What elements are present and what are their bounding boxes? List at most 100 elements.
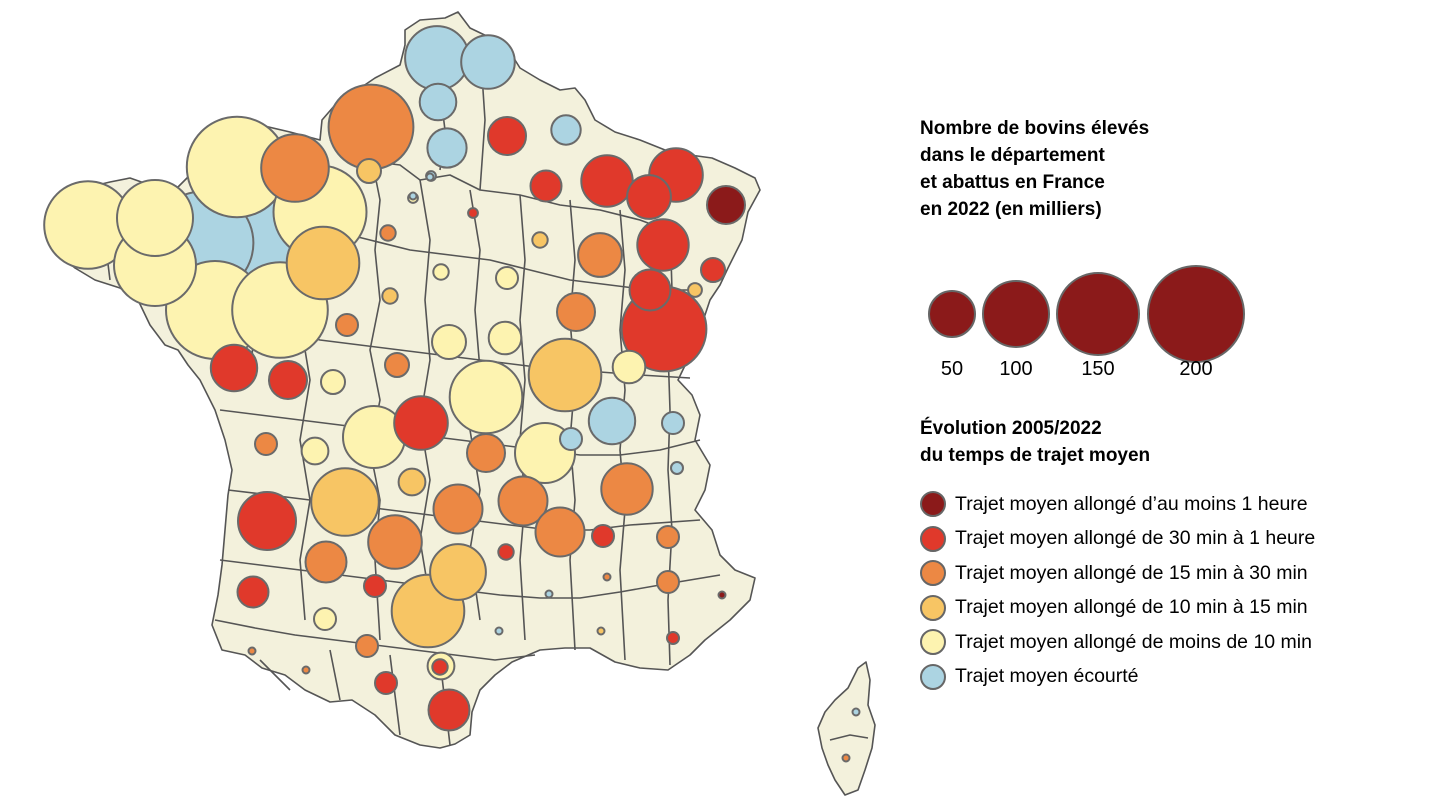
department-bubble — [268, 360, 308, 400]
department-bubble — [460, 34, 516, 90]
color-swatch — [920, 629, 946, 656]
department-bubble — [656, 570, 680, 594]
department-bubble — [628, 268, 672, 312]
department-bubble — [285, 225, 361, 301]
size-legend-circle — [1056, 272, 1140, 356]
department-bubble — [717, 590, 727, 600]
corsica-outline — [817, 661, 876, 796]
size-legend-title-line: en 2022 (en milliers) — [920, 199, 1102, 220]
department-bubble — [448, 359, 524, 435]
department-bubble — [431, 658, 449, 676]
size-legend: 50 100 150 200 — [920, 245, 1440, 395]
color-legend: Trajet moyen allongé d’au moins 1 heure … — [920, 487, 1440, 694]
department-bubble — [591, 524, 615, 548]
color-legend-label: Trajet moyen écourté — [955, 665, 1139, 688]
size-legend-label: 150 — [1081, 358, 1115, 380]
size-legend-label: 200 — [1179, 358, 1213, 380]
department-bubble — [666, 631, 680, 645]
department-bubble — [116, 179, 194, 257]
color-legend-item: Trajet moyen allongé de 30 min à 1 heure — [920, 522, 1440, 557]
department-bubble — [363, 574, 387, 598]
size-legend-title-line: Nombre de bovins élevés — [920, 118, 1150, 139]
department-bubble — [374, 671, 398, 695]
france-map — [43, 11, 876, 796]
department-bubble — [687, 282, 703, 298]
department-bubble — [706, 185, 746, 225]
department-bubble — [611, 349, 647, 385]
department-bubble — [559, 427, 583, 451]
department-bubble — [426, 127, 468, 169]
department-bubble — [429, 543, 487, 601]
department-bubble — [544, 589, 554, 599]
legend: Nombre de bovins élevés dans le départem… — [920, 115, 1440, 694]
department-bubble — [487, 320, 523, 356]
department-bubble — [254, 432, 278, 456]
department-bubble — [602, 572, 612, 582]
department-bubble — [550, 114, 582, 146]
department-bubble — [379, 224, 397, 242]
department-bubble — [209, 343, 259, 393]
color-legend-title-line: Évolution 2005/2022 — [920, 418, 1102, 439]
size-legend-label: 50 — [940, 358, 964, 380]
department-bubble — [236, 575, 270, 609]
department-bubble — [636, 218, 690, 272]
color-legend-item: Trajet moyen allongé de 10 min à 15 min — [920, 591, 1440, 626]
color-legend-label: Trajet moyen allongé d’au moins 1 heure — [955, 492, 1308, 515]
department-bubble — [237, 491, 297, 551]
department-bubble — [495, 266, 519, 290]
department-bubble — [425, 172, 435, 182]
corsica-border — [829, 734, 869, 741]
bubbles-layer — [43, 25, 861, 763]
department-bubble — [670, 461, 684, 475]
department-bubble — [393, 395, 449, 451]
size-legend-circle — [982, 280, 1050, 348]
color-swatch — [920, 525, 946, 552]
department-bubble — [531, 231, 549, 249]
size-legend-label: 100 — [999, 358, 1033, 380]
department-bubble — [656, 525, 680, 549]
department-bubble — [260, 133, 330, 203]
department-bubble — [851, 707, 861, 717]
department-bubble — [467, 207, 479, 219]
department-bubble — [320, 369, 346, 395]
department-bubble — [397, 467, 427, 497]
department-bubble — [466, 433, 506, 473]
department-bubble — [431, 324, 467, 360]
color-swatch — [920, 491, 946, 518]
department-bubble — [355, 634, 379, 658]
department-bubble — [418, 82, 458, 122]
department-bubble — [247, 646, 257, 656]
department-bubble — [529, 169, 563, 203]
color-legend-title-line: du temps de trajet moyen — [920, 445, 1151, 466]
department-bubble — [587, 396, 637, 446]
color-legend-label: Trajet moyen allongé de 30 min à 1 heure — [955, 527, 1316, 550]
department-bubble — [408, 191, 418, 201]
department-bubble — [356, 158, 382, 184]
color-legend-label: Trajet moyen allongé de 15 min à 30 min — [955, 561, 1308, 584]
department-bubble — [596, 626, 606, 636]
color-swatch — [920, 594, 946, 621]
department-bubble — [661, 411, 685, 435]
department-bubble — [841, 753, 851, 763]
department-bubble — [432, 263, 450, 281]
department-bubble — [301, 665, 311, 675]
department-bubble — [310, 467, 380, 537]
department-bubble — [487, 116, 527, 156]
size-legend-title: Nombre de bovins élevés dans le départem… — [920, 115, 1440, 223]
department-bubble — [497, 543, 515, 561]
size-legend-title-line: et abattus en France — [920, 172, 1105, 193]
department-bubble — [300, 436, 330, 466]
size-legend-circle — [1147, 265, 1245, 363]
size-legend-title-line: dans le département — [920, 145, 1105, 166]
department-bubble — [381, 287, 399, 305]
department-bubble — [404, 25, 470, 91]
department-bubble — [527, 337, 603, 413]
department-bubble — [304, 540, 348, 584]
size-legend-circle — [928, 290, 976, 338]
department-bubble — [313, 607, 337, 631]
department-bubble — [580, 154, 634, 208]
department-bubble — [577, 232, 623, 278]
department-bubble — [600, 462, 654, 516]
department-bubble — [494, 626, 504, 636]
department-bubble — [626, 174, 672, 220]
